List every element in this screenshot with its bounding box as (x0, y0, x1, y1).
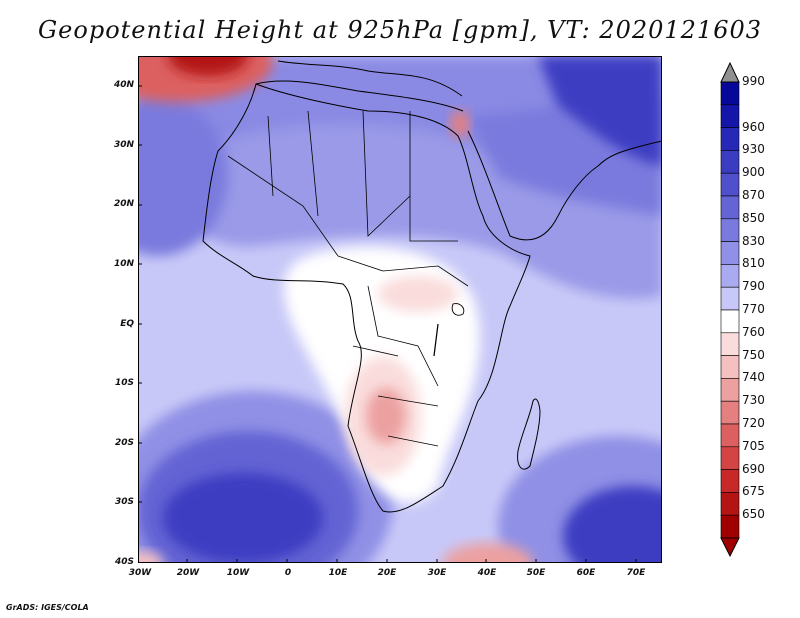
colorbar-label: 760 (742, 324, 765, 339)
colorbar-label: 830 (742, 233, 765, 248)
colorbar-label: 690 (742, 461, 765, 476)
colorbar-label: 750 (742, 347, 765, 362)
colorbar-box (720, 286, 740, 311)
colorbar-label: 850 (742, 210, 765, 225)
colorbar-box (720, 127, 740, 151)
lat-label-eq: EQ (120, 319, 134, 329)
border-central (337, 255, 469, 447)
lon-label-30w: 30W (128, 568, 152, 578)
colorbar-top-arrow (720, 62, 740, 83)
mediterranean-coast (255, 60, 464, 112)
lake-tanganyika (433, 323, 439, 357)
height-field-indian-core (563, 486, 662, 563)
colorbar-label: 730 (742, 393, 765, 408)
colorbar-box (720, 104, 740, 128)
height-field-iberia-low-core (168, 56, 248, 76)
colorbar-box (720, 309, 740, 334)
colorbar-box (720, 446, 740, 470)
colorbar-label: 930 (742, 142, 765, 157)
colorbar-box (720, 400, 740, 425)
height-field-congo-low (378, 276, 458, 312)
colorbar-box (720, 423, 740, 448)
colorbar-box (720, 241, 740, 265)
lat-label-30n: 30N (113, 140, 134, 150)
lat-label-40s: 40S (114, 557, 134, 567)
lat-label-40n: 40N (113, 80, 134, 90)
colorbar-label: 675 (742, 484, 765, 499)
lat-label-30s: 30S (114, 497, 134, 507)
lon-label-20w: 20W (176, 568, 200, 578)
colorbar-box (720, 150, 740, 174)
colorbar-label: 740 (742, 370, 765, 385)
colorbar-label: 770 (742, 302, 765, 316)
africa-coastline (202, 83, 531, 513)
lon-label-40e: 40E (477, 568, 497, 578)
colorbar-label: 870 (742, 188, 765, 202)
height-field-south-atlantic-core (163, 473, 323, 563)
lake-victoria (451, 303, 465, 316)
arabia-coastline (467, 130, 662, 241)
lat-label-10n: 10N (113, 259, 134, 269)
coastlines (202, 60, 662, 513)
country-borders (227, 110, 469, 447)
colorbar-label: 790 (742, 279, 765, 294)
colorbar-box (720, 514, 740, 539)
height-field-kalahari-low-core (366, 388, 406, 444)
colorbar-box (720, 172, 740, 197)
lon-label-10w: 10W (226, 568, 250, 578)
colorbar-box (720, 195, 740, 220)
axis-ticks (138, 85, 637, 563)
lon-label-60e: 60E (576, 568, 596, 578)
height-field-atlantic-high-north (138, 96, 228, 256)
colorbar-box (720, 355, 740, 379)
colorbar-label: 720 (742, 416, 765, 430)
height-field-southwest-low (138, 551, 163, 563)
colorbar-label: 990 (742, 74, 765, 88)
colorbar-label: 650 (742, 507, 765, 522)
lon-label-50e: 50E (526, 568, 546, 578)
lat-label-20n: 20N (113, 199, 134, 209)
lat-label-20s: 20S (114, 438, 134, 448)
colorbar-box (720, 469, 740, 493)
height-field-asia-high (538, 56, 662, 166)
lon-label-0: 0 (284, 568, 292, 578)
colorbar-bottom-arrow (720, 537, 740, 558)
colorbar-box (720, 81, 740, 106)
madagascar-coastline (517, 398, 541, 470)
colorbar-box (720, 492, 740, 516)
lon-label-20e: 20E (377, 568, 397, 578)
colorbar-label: 960 (742, 119, 765, 134)
plot-title: Geopotential Height at 925hPa [gpm], VT:… (38, 16, 762, 44)
colorbar-label: 900 (742, 165, 765, 180)
colorbar-box (720, 378, 740, 402)
lat-label-10s: 10S (114, 378, 134, 388)
colorbar-box (720, 332, 740, 356)
lon-label-30e: 30E (427, 568, 447, 578)
height-field-southern-ocean-low (443, 543, 533, 563)
height-field-levant-low (450, 110, 470, 138)
lon-label-70e: 70E (626, 568, 646, 578)
colorbar-label: 810 (742, 256, 765, 271)
map-border (138, 56, 662, 563)
colorbar-box (720, 218, 740, 242)
colorbar (720, 62, 740, 558)
map-panel (138, 56, 662, 563)
lon-label-10e: 10E (328, 568, 348, 578)
colorbar-label: 705 (742, 438, 765, 453)
colorbar-box (720, 264, 740, 288)
grads-credit: GrADS: IGES/COLA (6, 603, 89, 612)
border-sahara-west (227, 110, 458, 257)
